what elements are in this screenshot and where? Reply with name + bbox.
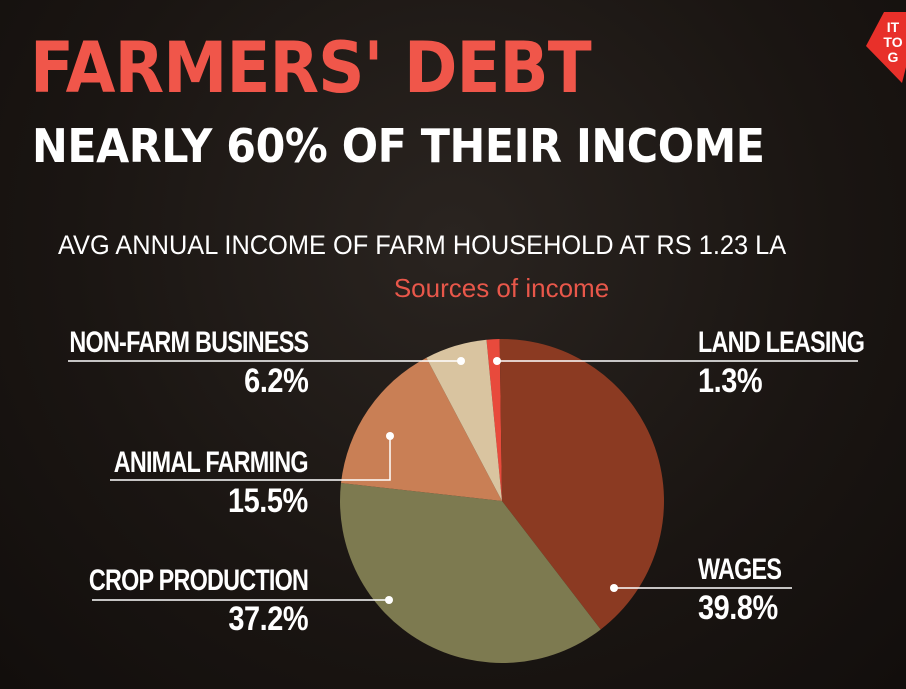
value-label: 39.8% — [698, 589, 778, 627]
value-label: 37.2% — [228, 600, 308, 638]
leader-wages-dot — [610, 584, 618, 592]
category-label: WAGES — [698, 553, 782, 586]
headline: AVG ANNUAL INCOME OF FARM HOUSEHOLD AT R… — [58, 230, 787, 260]
leader-animal-farming-dot — [386, 432, 394, 440]
leader-land-leasing-dot — [493, 357, 501, 365]
page-title: FARMERS' DEBT — [30, 27, 592, 109]
label-wages: WAGES 39.8% — [698, 552, 805, 628]
slice-crop-production — [340, 482, 601, 663]
label-non-farm-business: NON-FARM BUSINESS 6.2% — [2, 325, 309, 401]
brand-logo — [866, 12, 906, 83]
slice-non-farm-business — [426, 339, 502, 501]
category-label: CROP PRODUCTION — [88, 564, 309, 597]
slice-animal-farming — [341, 357, 502, 501]
leader-animal-farming — [110, 436, 391, 481]
category-label: NON-FARM BUSINESS — [69, 326, 309, 359]
chart-subtitle: Sources of income — [393, 273, 610, 303]
label-land-leasing: LAND LEASING 1.3% — [698, 325, 906, 401]
label-crop-production: CROP PRODUCTION 37.2% — [27, 563, 309, 639]
value-label: 1.3% — [698, 362, 763, 400]
leader-non-farm-business-dot — [457, 357, 465, 365]
leader-crop-production-dot — [385, 596, 393, 604]
label-animal-farming: ANIMAL FARMING 15.5% — [59, 445, 309, 521]
slice-wages — [499, 339, 664, 630]
page-subtitle: NEARLY 60% OF THEIR INCOME — [32, 119, 765, 173]
category-label: ANIMAL FARMING — [113, 446, 309, 479]
category-label: LAND LEASING — [698, 326, 865, 359]
value-label: 15.5% — [228, 482, 308, 520]
value-label: 6.2% — [243, 362, 309, 400]
brand-logo-text: IT TO G — [883, 19, 903, 65]
slice-land-leasing — [486, 339, 502, 501]
